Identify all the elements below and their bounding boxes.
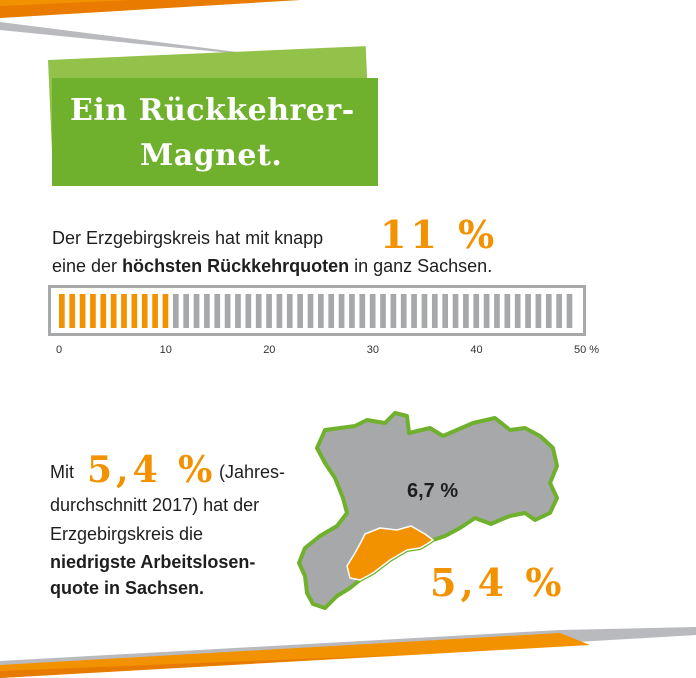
bar-segment-empty xyxy=(359,294,366,328)
bar-segment-filled xyxy=(152,294,158,328)
title-line-2: Magnet. xyxy=(140,138,283,173)
bar-segment-filled xyxy=(141,294,148,328)
bar-segment-filled xyxy=(110,294,117,328)
bar-segment-empty xyxy=(525,294,531,328)
bar-segment-filled xyxy=(131,294,138,328)
bar-segment-empty xyxy=(204,294,210,328)
bar-tick-label: 50 % xyxy=(574,344,600,356)
return-rate-bar xyxy=(48,285,586,336)
bar-segment-filled xyxy=(121,294,127,328)
bar-segment-empty xyxy=(483,294,490,328)
district-rate-label: 5,4 % xyxy=(430,560,566,605)
bar-segment-empty xyxy=(535,294,542,328)
bar-segment-empty xyxy=(411,294,417,328)
unemployment-text-3: Erzgebirgskreis die xyxy=(50,524,204,544)
unemployment-value: 5,4 % xyxy=(87,449,217,491)
bar-tick-label: 10 xyxy=(159,344,172,356)
saxony-map xyxy=(297,411,559,610)
bar-tick-label: 20 xyxy=(263,344,276,356)
bar-segment-empty xyxy=(431,294,438,328)
bar-segment-empty xyxy=(214,294,221,328)
top-decoration xyxy=(0,0,300,60)
bar-segment-empty xyxy=(297,294,303,328)
bar-segment-empty xyxy=(235,294,241,328)
bar-segment-empty xyxy=(338,294,345,328)
return-rate-text-a: eine der xyxy=(52,256,123,276)
bar-segment-empty xyxy=(276,294,283,328)
bar-segment-empty xyxy=(494,294,500,328)
bottom-decoration xyxy=(0,627,696,678)
title-box xyxy=(52,78,378,186)
bar-segment-empty xyxy=(193,294,200,328)
bar-segments xyxy=(59,294,573,328)
bar-segment-empty xyxy=(421,294,428,328)
bar-segment-empty xyxy=(452,294,459,328)
bar-segment-empty xyxy=(255,294,262,328)
bar-tick-label: 0 xyxy=(56,344,63,356)
unemployment-prefix: Mit xyxy=(50,462,74,482)
bar-segment-empty xyxy=(318,294,324,328)
bar-segment-empty xyxy=(514,294,521,328)
bar-tick-label: 40 xyxy=(470,344,483,356)
bar-segment-empty xyxy=(349,294,355,328)
bar-segment-filled xyxy=(69,294,76,328)
return-rate-emphasis: höchsten Rückkehrquoten xyxy=(122,256,350,276)
bar-segment-empty xyxy=(245,294,252,328)
bar-segment-empty xyxy=(307,294,314,328)
unemployment-text-1: (Jahres- xyxy=(219,462,286,482)
unemployment-text-4: niedrigste Arbeitslosen- xyxy=(50,552,256,572)
bar-tick-label: 30 xyxy=(366,344,380,356)
bar-segment-empty xyxy=(266,294,272,328)
bar-segment-empty xyxy=(442,294,449,328)
bar-segment-filled xyxy=(79,294,86,328)
return-rate-value: 11 % xyxy=(380,212,499,257)
bar-segment-empty xyxy=(172,294,179,328)
bar-segment-empty xyxy=(400,294,407,328)
bar-segment-empty xyxy=(369,294,376,328)
bar-segment-filled xyxy=(162,294,169,328)
bar-segment-empty xyxy=(556,294,562,328)
unemployment-text-2: durchschnitt 2017) hat der xyxy=(50,495,260,515)
title-line-1: Ein Rückkehrer- xyxy=(70,93,355,128)
bar-segment-empty xyxy=(463,294,469,328)
return-rate-text-line2: eine der höchsten Rückkehrquoten in ganz… xyxy=(52,256,492,277)
bar-segment-filled xyxy=(90,294,96,328)
bar-segment-empty xyxy=(390,294,397,328)
bar-segment-empty xyxy=(566,294,573,328)
erzgebirgskreis-shape xyxy=(346,525,434,581)
bar-segment-empty xyxy=(380,294,386,328)
bar-segment-empty xyxy=(224,294,231,328)
bar-segment-empty xyxy=(545,294,552,328)
unemployment-text-5: quote in Sachsen. xyxy=(50,578,205,598)
bar-segment-empty xyxy=(286,294,293,328)
return-rate-text: Der Erzgebirgskreis hat mit knapp xyxy=(52,228,324,248)
bar-segment-empty xyxy=(504,294,511,328)
bar-segment-filled xyxy=(100,294,107,328)
bar-segment-empty xyxy=(473,294,480,328)
return-rate-text-b: in ganz Sachsen. xyxy=(349,256,493,276)
bar-segment-empty xyxy=(183,294,190,328)
bar-segment-empty xyxy=(328,294,335,328)
bar-segment-filled xyxy=(59,294,65,328)
saxony-rate-label: 6,7 % xyxy=(407,480,459,502)
